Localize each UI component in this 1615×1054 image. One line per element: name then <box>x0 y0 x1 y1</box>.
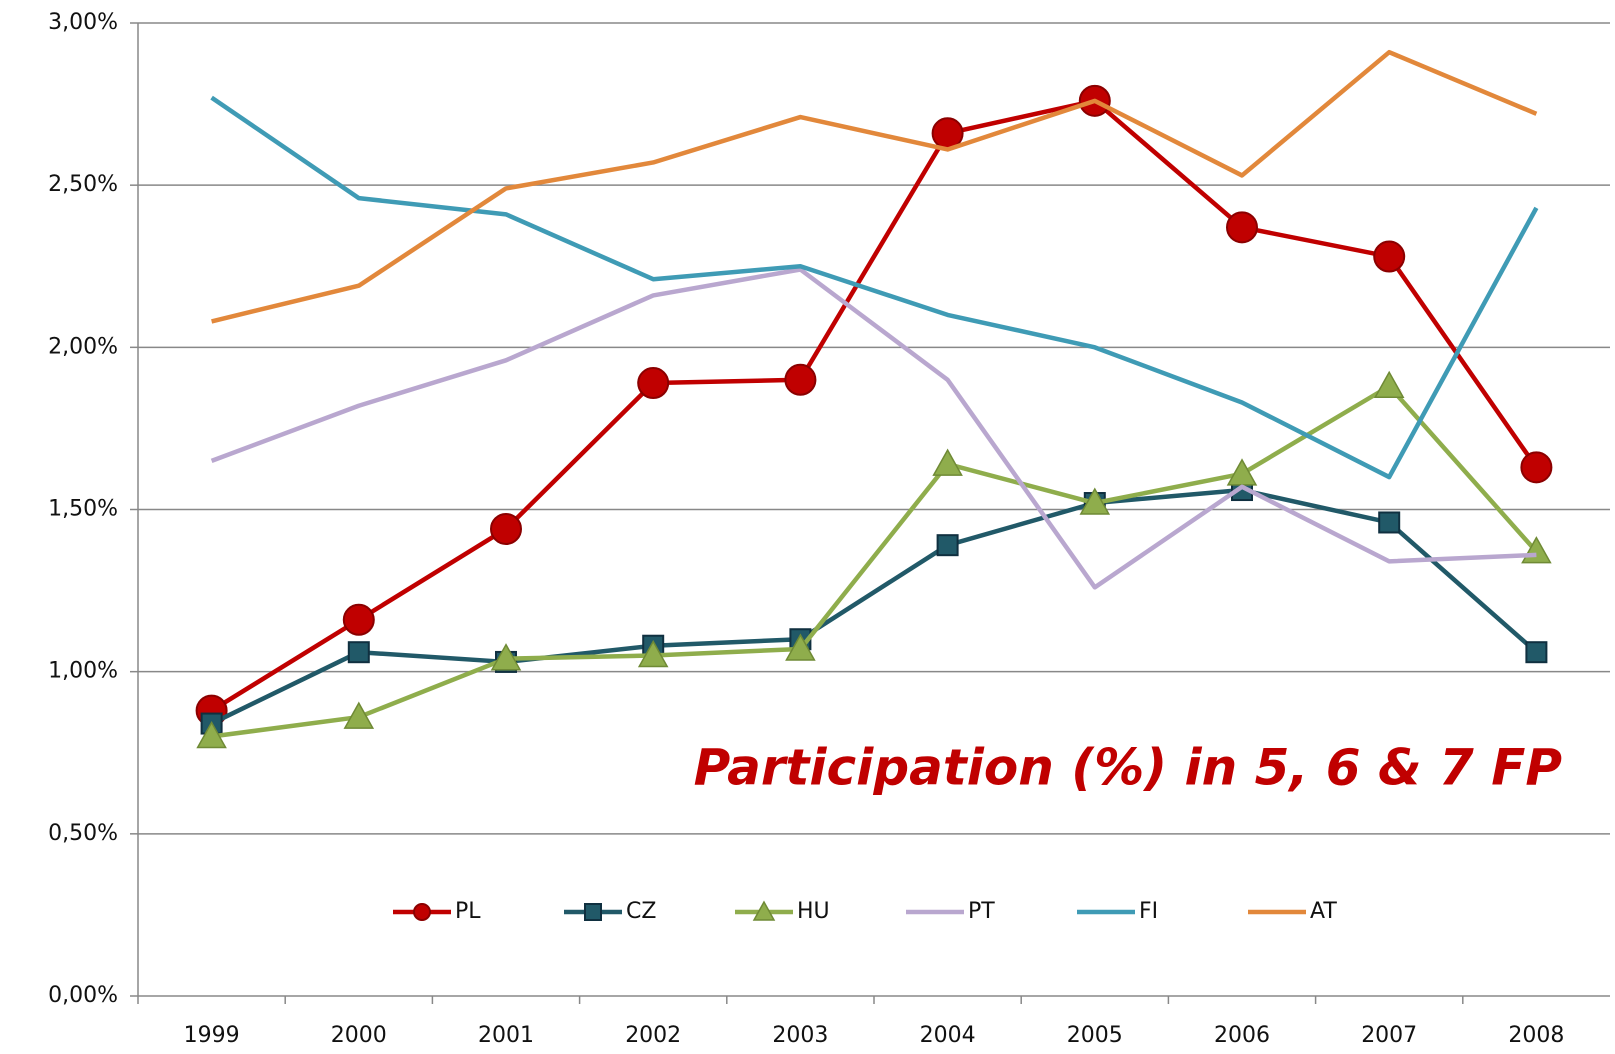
x-tick-label: 2004 <box>920 1023 976 1048</box>
y-tick-label: 0,50% <box>48 821 118 846</box>
x-tick-label: 1999 <box>184 1023 240 1048</box>
series-line <box>212 386 1537 736</box>
y-tick-label: 1,00% <box>48 659 118 684</box>
series-line <box>212 269 1537 587</box>
x-tick-label: 2007 <box>1361 1023 1417 1048</box>
legend-label: PL <box>455 899 481 924</box>
legend-label: FI <box>1139 899 1158 924</box>
annotation: Participation (%) in 5, 6 & 7 FP <box>694 739 1562 797</box>
series-line <box>212 52 1537 321</box>
x-tick-label: 2002 <box>625 1023 681 1048</box>
y-tick-label: 2,00% <box>48 334 118 359</box>
y-tick-label: 0,00% <box>48 983 118 1008</box>
marker <box>1375 372 1403 397</box>
legend-marker <box>414 904 430 920</box>
marker <box>491 514 521 544</box>
marker <box>1526 642 1546 662</box>
legend-label: CZ <box>626 899 656 924</box>
legend-label: PT <box>968 899 995 924</box>
series-line <box>212 98 1537 477</box>
y-tick-label: 3,00% <box>48 10 118 35</box>
marker <box>934 450 962 475</box>
marker <box>1228 460 1256 485</box>
marker <box>785 365 815 395</box>
marker <box>1521 452 1551 482</box>
marker <box>1374 242 1404 272</box>
x-tick-label: 2003 <box>772 1023 828 1048</box>
y-tick-label: 1,50% <box>48 497 118 522</box>
y-tick-label: 2,50% <box>48 172 118 197</box>
legend-label: AT <box>1310 899 1337 924</box>
x-tick-label: 2006 <box>1214 1023 1270 1048</box>
marker <box>349 642 369 662</box>
marker <box>638 368 668 398</box>
legend-marker <box>585 904 601 920</box>
marker <box>1379 512 1399 532</box>
series-line <box>212 101 1537 711</box>
x-tick-label: 2008 <box>1508 1023 1564 1048</box>
legend-label: HU <box>797 899 830 924</box>
x-tick-label: 2001 <box>478 1023 534 1048</box>
series-line <box>212 490 1537 724</box>
marker <box>1227 212 1257 242</box>
marker <box>344 605 374 635</box>
x-tick-label: 2005 <box>1067 1023 1123 1048</box>
x-tick-label: 2000 <box>331 1023 387 1048</box>
marker <box>938 535 958 555</box>
chart: 0,00% 0,50% 1,00% 1,50% 2,00% 2,50% 3,00% 1999 2… <box>0 0 1615 1054</box>
